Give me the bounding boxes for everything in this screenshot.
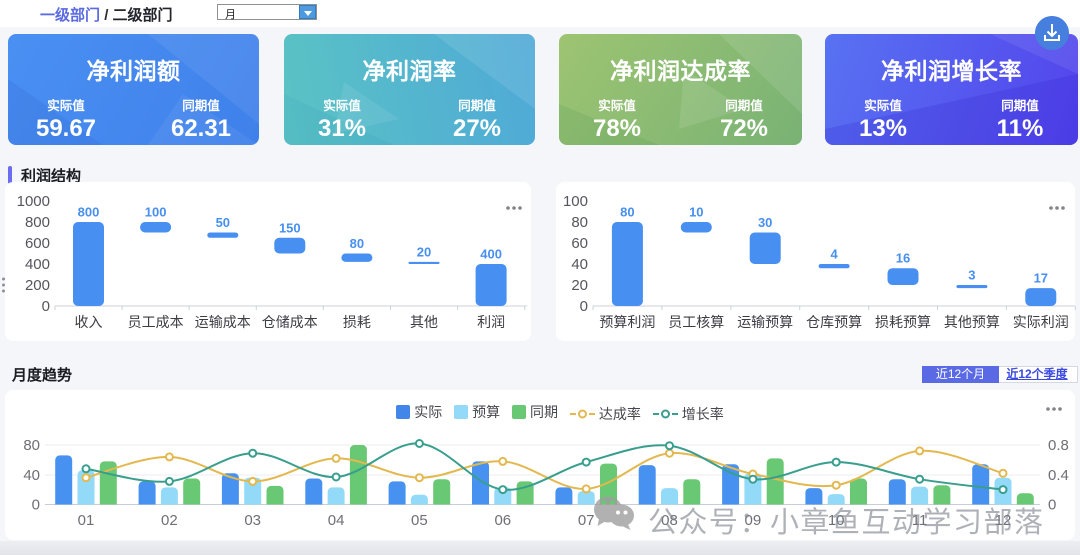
svg-text:仓储成本: 仓储成本	[262, 314, 318, 330]
svg-text:20: 20	[571, 277, 588, 294]
svg-text:02: 02	[161, 512, 178, 529]
svg-text:06: 06	[494, 512, 511, 529]
svg-text:150: 150	[279, 220, 301, 235]
svg-text:800: 800	[25, 214, 50, 231]
svg-text:40: 40	[571, 256, 588, 273]
svg-text:10: 10	[828, 512, 845, 529]
svg-text:08: 08	[661, 512, 678, 529]
svg-text:0: 0	[1048, 497, 1056, 514]
svg-text:200: 200	[25, 277, 50, 294]
svg-text:01: 01	[78, 512, 95, 529]
svg-text:10: 10	[689, 205, 703, 220]
svg-text:其他: 其他	[410, 314, 438, 330]
svg-text:80: 80	[23, 437, 40, 454]
svg-text:0: 0	[42, 298, 50, 315]
svg-text:400: 400	[25, 256, 50, 273]
svg-text:损耗预算: 损耗预算	[875, 314, 931, 330]
svg-text:04: 04	[328, 512, 345, 529]
svg-text:11: 11	[912, 512, 928, 529]
svg-text:05: 05	[411, 512, 428, 529]
svg-text:员工成本: 员工成本	[128, 314, 184, 330]
svg-text:100: 100	[145, 205, 167, 220]
svg-text:0.4: 0.4	[1048, 467, 1069, 484]
svg-text:80: 80	[571, 214, 588, 231]
svg-text:30: 30	[758, 215, 772, 230]
svg-text:其他预算: 其他预算	[944, 314, 1000, 330]
svg-text:16: 16	[896, 251, 910, 266]
svg-text:80: 80	[350, 236, 364, 251]
svg-text:100: 100	[563, 193, 588, 210]
svg-text:收入: 收入	[75, 314, 103, 330]
svg-text:损耗: 损耗	[343, 314, 371, 330]
svg-text:800: 800	[78, 205, 100, 220]
svg-text:09: 09	[745, 512, 762, 529]
svg-text:运输预算: 运输预算	[737, 314, 793, 330]
svg-text:400: 400	[480, 247, 502, 262]
svg-text:运输成本: 运输成本	[195, 314, 251, 330]
svg-text:60: 60	[571, 235, 588, 252]
svg-text:员工核算: 员工核算	[668, 314, 724, 330]
svg-text:0: 0	[580, 298, 588, 315]
svg-text:20: 20	[417, 244, 431, 259]
svg-text:实际利润: 实际利润	[1013, 314, 1069, 330]
svg-text:0.8: 0.8	[1048, 437, 1069, 454]
svg-text:600: 600	[25, 235, 50, 252]
svg-text:12: 12	[995, 512, 1012, 529]
svg-text:利润: 利润	[477, 314, 505, 330]
svg-text:17: 17	[1034, 271, 1048, 286]
svg-text:50: 50	[216, 215, 230, 230]
svg-text:0: 0	[32, 497, 40, 514]
svg-text:预算利润: 预算利润	[599, 314, 655, 330]
svg-text:07: 07	[578, 512, 595, 529]
svg-text:40: 40	[23, 467, 40, 484]
svg-text:80: 80	[620, 205, 634, 220]
svg-text:03: 03	[244, 512, 261, 529]
svg-text:仓库预算: 仓库预算	[806, 314, 862, 330]
svg-text:1000: 1000	[17, 193, 50, 210]
svg-text:3: 3	[968, 268, 975, 283]
svg-text:4: 4	[830, 247, 838, 262]
